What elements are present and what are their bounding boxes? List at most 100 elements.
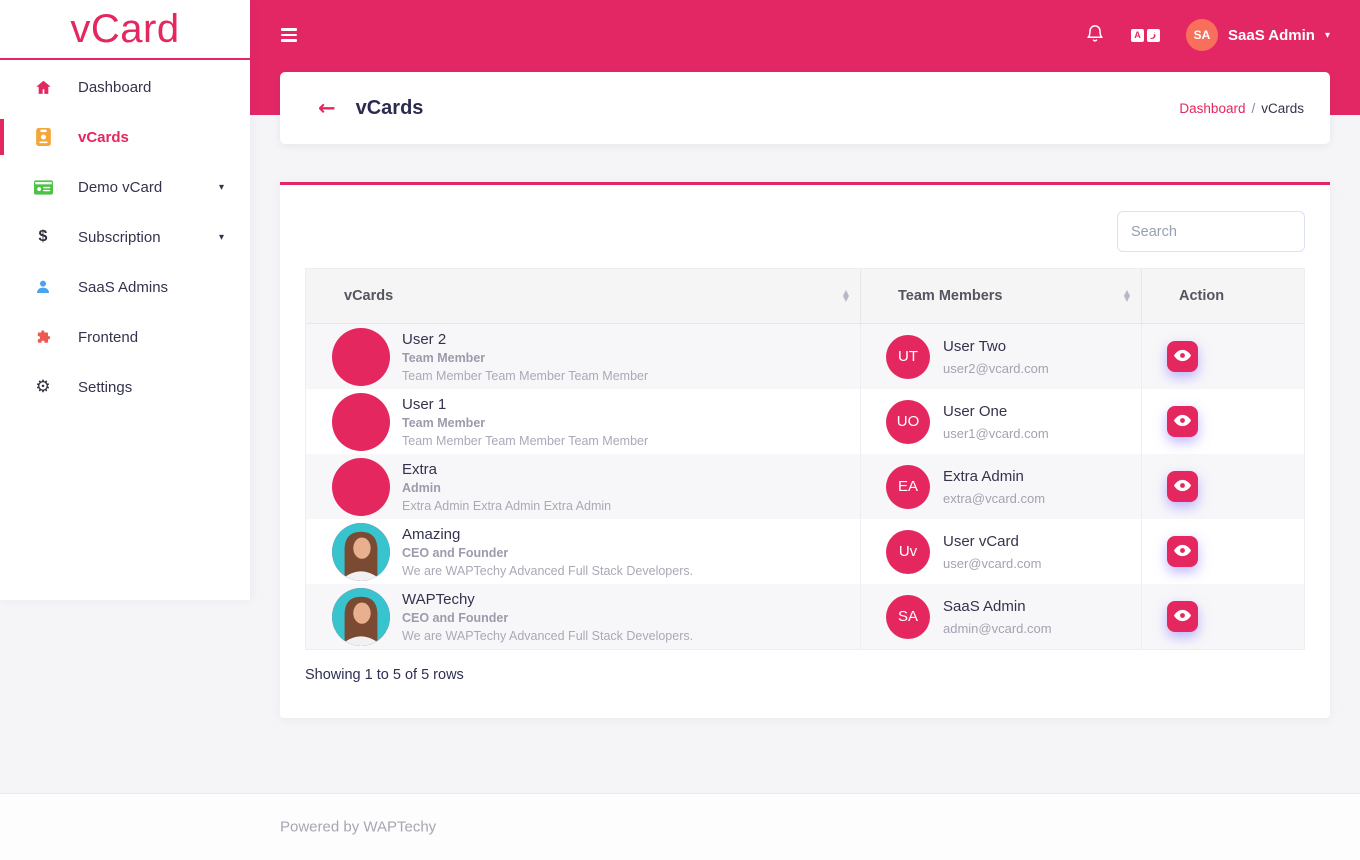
- user-icon: [33, 279, 53, 295]
- member-email: admin@vcard.com: [943, 620, 1052, 636]
- user-menu[interactable]: SA SaaS Admin ▾: [1186, 19, 1330, 51]
- member-avatar: UO: [886, 399, 930, 444]
- sidebar: vCard Dashboard vCards Demo vCard ▾ $ Su…: [0, 0, 250, 600]
- table-header: vCards ▲ ▼ Team Members ▲ ▼ Action: [306, 269, 1304, 324]
- member-name: Extra Admin: [943, 467, 1024, 485]
- vcard-description: Team Member Team Member Team Member: [402, 368, 649, 383]
- view-button[interactable]: [1167, 406, 1198, 437]
- footer-credit: Powered by WAPTechy: [280, 818, 437, 836]
- vcard-description: We are WAPTechy Advanced Full Stack Deve…: [402, 628, 694, 643]
- vcard-role: CEO and Founder: [402, 611, 509, 625]
- eye-icon: [1174, 609, 1191, 625]
- member-email: user@vcard.com: [943, 555, 1042, 571]
- member-name: User One: [943, 402, 1008, 420]
- member-avatar: EA: [886, 464, 930, 509]
- vcard-name: WAPTechy: [402, 590, 475, 608]
- home-icon: [33, 79, 53, 96]
- translate-icon: A: [1131, 28, 1144, 42]
- sidebar-menu: Dashboard vCards Demo vCard ▾ $ Subscrip…: [0, 60, 250, 412]
- chevron-down-icon: ▾: [1324, 29, 1330, 41]
- breadcrumb: Dashboard / vCards: [1179, 101, 1304, 116]
- back-button[interactable]: ←: [318, 96, 336, 120]
- id-card-icon: [33, 179, 53, 195]
- vcard-role: Team Member: [402, 351, 486, 365]
- gear-icon: ⚙: [35, 377, 51, 397]
- hamburger-icon[interactable]: [281, 28, 297, 42]
- vcard-name: User 2: [402, 330, 447, 348]
- column-header-vcards[interactable]: vCards ▲ ▼: [306, 269, 860, 323]
- eye-icon: [1174, 544, 1191, 560]
- breadcrumb-separator: /: [1251, 100, 1256, 116]
- table-summary: Showing 1 to 5 of 5 rows: [305, 667, 464, 683]
- sidebar-item-subscription[interactable]: $ Subscription ▾: [0, 212, 250, 262]
- vcard-photo-avatar: [332, 587, 390, 646]
- dollar-icon: $: [38, 228, 48, 245]
- language-switcher[interactable]: A ز: [1131, 28, 1160, 42]
- vcard-avatar: [332, 392, 390, 451]
- table-row: User 2 Team Member Team Member Team Memb…: [306, 324, 1304, 389]
- logo-area: vCard: [0, 0, 250, 60]
- vcard-role: Team Member: [402, 416, 486, 430]
- vcard-description: Team Member Team Member Team Member: [402, 433, 649, 448]
- member-email: user1@vcard.com: [943, 425, 1049, 441]
- chevron-down-icon: ▾: [218, 181, 224, 193]
- column-label: Action: [1179, 288, 1225, 304]
- member-name: User Two: [943, 337, 1007, 355]
- sidebar-item-frontend[interactable]: Frontend: [0, 312, 250, 362]
- table-row: Amazing CEO and Founder We are WAPTechy …: [306, 519, 1304, 584]
- translate-icon: ز: [1147, 28, 1160, 42]
- breadcrumb-link-dashboard[interactable]: Dashboard: [1179, 100, 1246, 116]
- vcard-name: Extra: [402, 460, 438, 478]
- sidebar-item-demo-vcard[interactable]: Demo vCard ▾: [0, 162, 250, 212]
- sidebar-item-vcards[interactable]: vCards: [0, 112, 250, 162]
- vcard-avatar: [332, 457, 390, 516]
- view-button[interactable]: [1167, 601, 1198, 632]
- user-name: SaaS Admin: [1228, 26, 1315, 44]
- sidebar-item-saas-admins[interactable]: SaaS Admins: [0, 262, 250, 312]
- column-label: vCards: [344, 288, 394, 304]
- view-button[interactable]: [1167, 536, 1198, 567]
- sidebar-item-label: Settings: [78, 378, 133, 396]
- search-input[interactable]: [1117, 211, 1305, 252]
- member-email: extra@vcard.com: [943, 490, 1046, 506]
- page-header: ← vCards Dashboard / vCards: [280, 72, 1330, 144]
- eye-icon: [1174, 414, 1191, 430]
- sidebar-item-label: SaaS Admins: [78, 278, 169, 296]
- notifications-button[interactable]: [1085, 22, 1105, 49]
- vcard-description: We are WAPTechy Advanced Full Stack Deve…: [402, 563, 694, 578]
- view-button[interactable]: [1167, 341, 1198, 372]
- puzzle-icon: [33, 329, 53, 346]
- brand-logo[interactable]: vCard: [70, 6, 180, 51]
- vcard-avatar: [332, 327, 390, 386]
- member-name: User vCard: [943, 532, 1019, 550]
- column-header-action: Action: [1141, 269, 1304, 323]
- table-row: User 1 Team Member Team Member Team Memb…: [306, 389, 1304, 454]
- vcards-table: vCards ▲ ▼ Team Members ▲ ▼ Action User 2: [305, 268, 1305, 650]
- eye-icon: [1174, 479, 1191, 495]
- eye-icon: [1174, 349, 1191, 365]
- table-row: WAPTechy CEO and Founder We are WAPTechy…: [306, 584, 1304, 649]
- column-label: Team Members: [898, 288, 1003, 304]
- vcard-name: User 1: [402, 395, 447, 413]
- sidebar-item-label: Dashboard: [78, 78, 152, 96]
- column-header-team-members[interactable]: Team Members ▲ ▼: [860, 269, 1141, 323]
- sidebar-item-dashboard[interactable]: Dashboard: [0, 62, 250, 112]
- chevron-down-icon: ▾: [218, 231, 224, 243]
- table-row: Extra Admin Extra Admin Extra Admin Extr…: [306, 454, 1304, 519]
- sidebar-item-settings[interactable]: ⚙ Settings: [0, 362, 250, 412]
- vcard-name: Amazing: [402, 525, 461, 543]
- sort-icon: ▲ ▼: [842, 287, 849, 303]
- view-button[interactable]: [1167, 471, 1198, 502]
- vcard-role: CEO and Founder: [402, 546, 509, 560]
- vcard-role: Admin: [402, 481, 441, 495]
- sort-icon: ▲ ▼: [1123, 287, 1130, 303]
- sidebar-item-label: Demo vCard: [78, 178, 163, 196]
- breadcrumb-current: vCards: [1261, 100, 1304, 116]
- member-avatar: Uv: [886, 529, 930, 574]
- member-avatar: SA: [886, 594, 930, 639]
- member-avatar: UT: [886, 334, 930, 379]
- vcard-description: Extra Admin Extra Admin Extra Admin: [402, 498, 612, 513]
- id-badge-icon: [33, 128, 53, 146]
- vcards-panel: vCards ▲▼ Team Members ▲▼ Action User 2: [280, 182, 1330, 718]
- bell-icon: [1085, 22, 1105, 49]
